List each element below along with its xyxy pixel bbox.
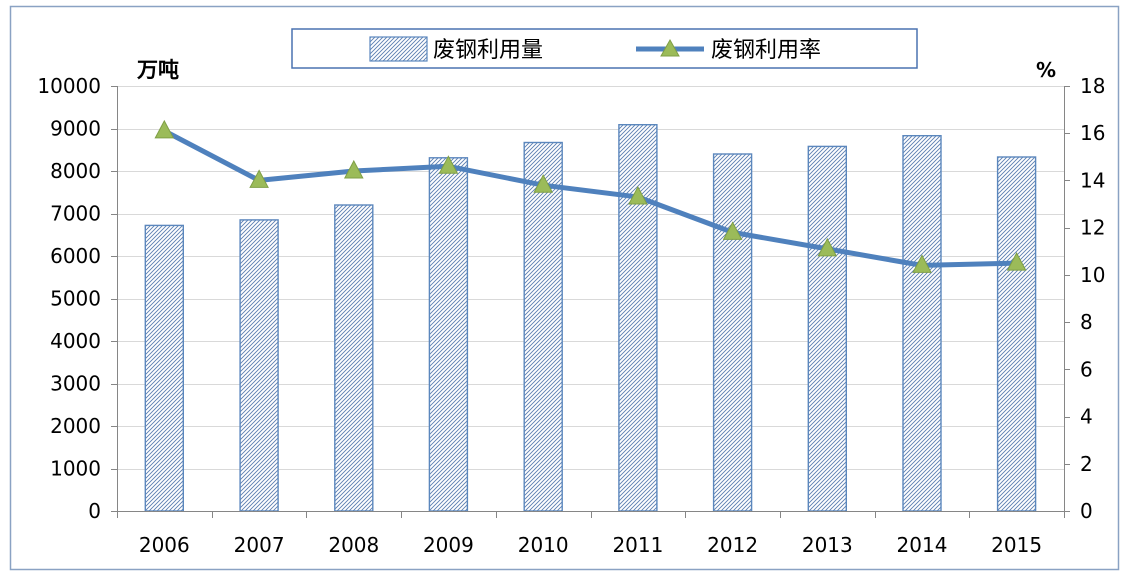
bar-2007 (239, 219, 279, 512)
left-tick-label: 6000 (50, 244, 101, 268)
right-tick-label: 16 (1080, 121, 1105, 145)
x-tick-label-2007: 2007 (234, 533, 285, 557)
x-tick-label-2011: 2011 (612, 533, 663, 557)
right-tick-label: 2 (1080, 452, 1093, 476)
x-tick-label-2008: 2008 (328, 533, 379, 557)
left-tick-label: 0 (88, 499, 101, 523)
right-tick-label: 4 (1080, 405, 1093, 429)
x-tick-label-2015: 2015 (991, 533, 1042, 557)
bar-2009 (428, 157, 469, 512)
right-tick-label: 10 (1080, 263, 1105, 287)
rate-marker-2010 (533, 174, 554, 193)
tick-labels: 0100020003000400050006000700080009000100… (37, 74, 1105, 557)
right-tick-label: 14 (1080, 168, 1105, 192)
legend: 废钢利用量 废钢利用率 (291, 28, 918, 69)
right-tick-label: 12 (1080, 216, 1105, 240)
axes (111, 86, 1070, 518)
legend-bar-label: 废钢利用量 (433, 38, 543, 63)
legend-line-label: 废钢利用率 (711, 38, 821, 63)
right-tick-label: 0 (1080, 499, 1093, 523)
bar-2013 (807, 145, 847, 512)
rate-marker-2013 (817, 237, 838, 257)
left-axis-unit-label: 万吨 (136, 58, 179, 82)
left-tick-label: 9000 (50, 117, 101, 141)
x-tick-label-2013: 2013 (802, 533, 853, 557)
legend-line-marker (660, 38, 680, 57)
left-tick-label: 8000 (50, 159, 101, 183)
x-tick-label-2010: 2010 (518, 533, 569, 557)
rate-marker-2006 (154, 119, 175, 139)
left-tick-label: 10000 (37, 74, 101, 98)
line-series (154, 119, 1027, 273)
bar-2006 (144, 224, 185, 512)
left-tick-label: 7000 (50, 202, 101, 226)
left-tick-label: 1000 (50, 457, 101, 481)
rate-marker-2009 (438, 155, 459, 174)
left-tick-label: 2000 (50, 414, 101, 438)
legend-bar-swatch (369, 36, 428, 62)
right-tick-label: 8 (1080, 310, 1093, 334)
x-tick-label-2012: 2012 (707, 533, 758, 557)
bar-2010 (523, 141, 563, 512)
rate-marker-2012 (722, 221, 743, 240)
right-tick-label: 18 (1080, 74, 1105, 98)
right-tick-label: 6 (1080, 357, 1093, 381)
x-tick-label-2014: 2014 (897, 533, 948, 557)
bar-2015 (996, 156, 1037, 512)
left-tick-label: 3000 (50, 372, 101, 396)
rate-marker-2011 (628, 185, 648, 205)
rate-marker-2014 (912, 254, 932, 273)
bar-2012 (712, 153, 753, 512)
x-tick-label-2009: 2009 (423, 533, 474, 557)
bar-2011 (618, 123, 658, 512)
x-tick-label-2006: 2006 (139, 533, 190, 557)
bar-2014 (902, 134, 942, 512)
rate-marker-2008 (343, 159, 364, 179)
rate-line (161, 128, 1020, 268)
bar-2008 (334, 204, 374, 512)
left-tick-label: 5000 (50, 287, 101, 311)
left-tick-label: 4000 (50, 329, 101, 353)
rate-marker-2007 (249, 169, 269, 188)
right-axis-unit-label: % (1036, 58, 1056, 82)
rate-marker-2015 (1006, 252, 1027, 271)
